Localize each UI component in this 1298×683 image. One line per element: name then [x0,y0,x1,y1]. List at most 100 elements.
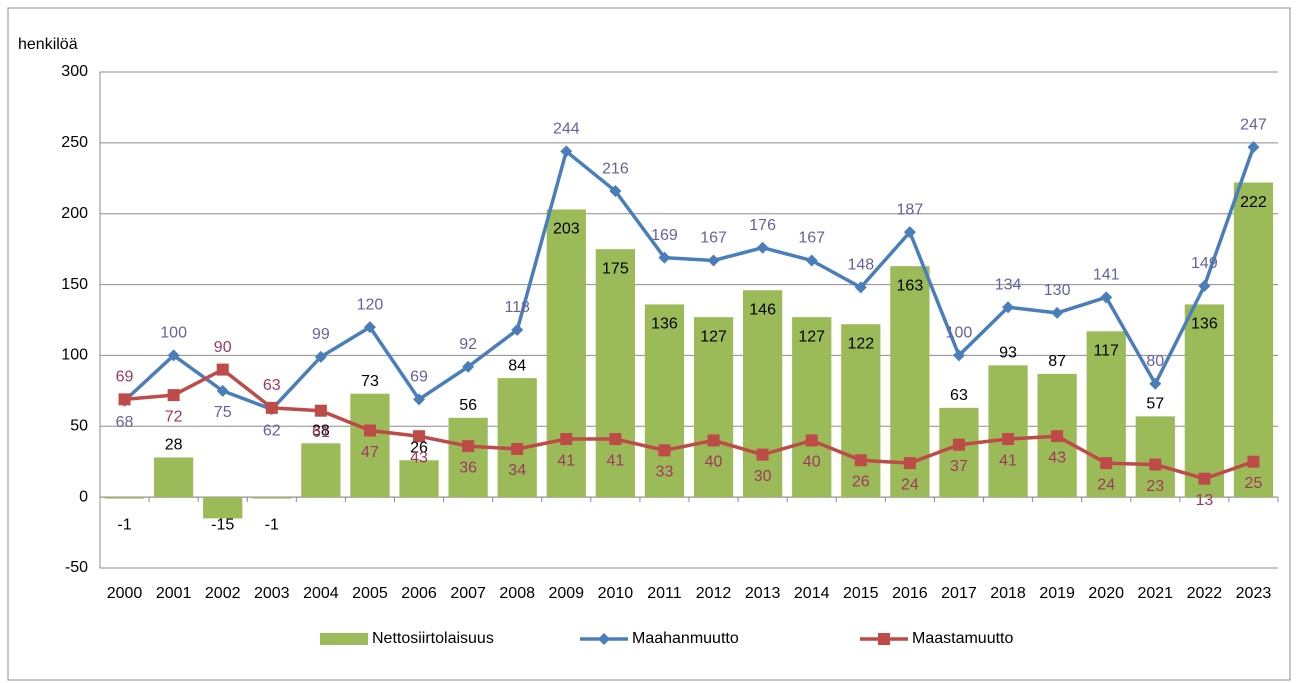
data-label: 26 [852,474,870,491]
marker [609,433,622,446]
bar [988,365,1028,498]
legend-marker [598,633,610,645]
data-label: 30 [754,468,772,485]
bar [497,378,537,498]
x-tick-label: 2017 [941,585,977,602]
marker [560,433,573,446]
marker [1100,457,1113,470]
y-axis-label: henkilöä [18,36,78,53]
data-label: 61 [312,424,330,441]
data-label: 127 [798,328,825,345]
data-label: 216 [602,160,629,177]
data-label: 244 [553,121,580,138]
x-tick-label: 2018 [990,585,1026,602]
data-label: 47 [361,444,379,461]
data-label: 87 [1048,353,1066,370]
marker [511,442,524,455]
bar [448,417,488,498]
marker [118,393,131,406]
x-tick-label: 2014 [794,585,830,602]
marker [903,457,916,470]
data-label: 136 [651,316,678,333]
data-label: 40 [705,454,723,471]
data-label: 141 [1093,267,1120,284]
y-tick-label: 250 [61,134,88,151]
data-label: 93 [999,345,1017,362]
marker [363,424,376,437]
data-label: 118 [504,299,530,316]
bar [644,304,685,498]
data-label: 56 [459,397,477,414]
marker [314,350,327,363]
legend-label: Maahanmuutto [632,630,739,647]
marker [805,434,818,447]
marker [1002,301,1015,314]
legend-marker [878,633,890,645]
data-label: 149 [1191,255,1218,272]
bar [546,209,586,498]
data-label: 127 [700,328,727,345]
marker [1247,455,1260,468]
data-label: 69 [116,369,134,386]
x-tick-label: 2022 [1187,585,1223,602]
bar [1184,304,1225,498]
data-label: 203 [553,221,580,238]
line [123,146,1256,412]
line [124,367,1255,481]
x-tick-label: 2002 [205,585,241,602]
marker [903,226,916,239]
marker [413,430,426,443]
bar [1135,416,1175,498]
bar [693,317,734,498]
y-tick-label: 200 [61,205,88,222]
data-label: 23 [1146,478,1164,495]
data-label: 68 [116,414,134,431]
data-label: 176 [749,217,776,234]
data-label: 120 [357,296,384,313]
data-label: 187 [897,201,924,218]
bar [350,393,390,498]
y-tick-label: 50 [70,418,88,435]
x-tick-label: 2005 [352,585,388,602]
bar [399,460,439,498]
data-label: 43 [1048,449,1066,466]
data-label: 25 [1245,475,1263,492]
data-label: -15 [211,516,234,533]
marker [658,251,671,264]
marker [609,185,622,198]
data-label: 84 [508,357,526,374]
marker [707,254,720,267]
x-tick-label: 2021 [1137,585,1173,602]
data-label: 63 [950,387,968,404]
data-label: 100 [946,325,973,342]
marker [511,323,524,336]
data-label: 148 [847,257,874,274]
marker [462,360,475,373]
x-tick-label: 2020 [1088,585,1124,602]
data-label: 38 [312,423,330,440]
data-label: 130 [1044,282,1071,299]
data-label: 167 [700,230,727,247]
bar [1086,331,1126,498]
bar [595,249,636,498]
marker [1051,306,1064,319]
data-label: 175 [602,260,629,277]
x-tick-label: 2006 [401,585,437,602]
bar [841,324,881,498]
data-label: 247 [1240,116,1267,133]
x-tick-label: 2009 [548,585,584,602]
marker [1100,291,1113,304]
x-tick-label: 2001 [156,585,192,602]
x-tick-label: 2019 [1039,585,1075,602]
data-label: 136 [1191,316,1218,333]
data-label: 167 [798,230,825,247]
x-tick-label: 2013 [745,585,781,602]
marker [1149,458,1162,471]
data-label: 100 [160,325,187,342]
legend-label: Nettosiirtolaisuus [372,630,494,647]
data-label: 122 [847,335,874,352]
x-tick-label: 2015 [843,585,879,602]
data-label: 99 [312,326,330,343]
data-label: 90 [214,339,232,356]
